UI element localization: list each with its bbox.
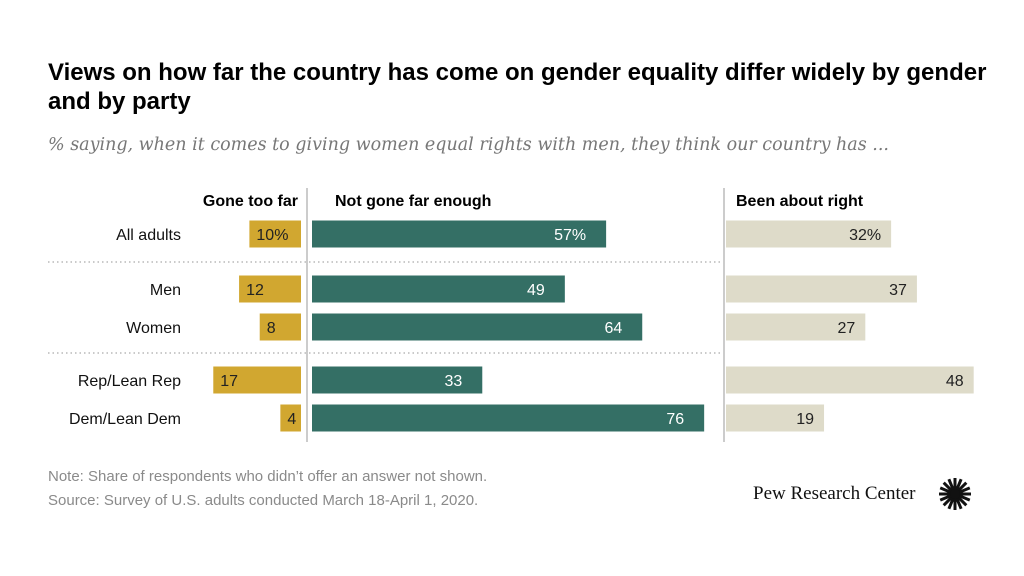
pew-logo-icon [939,478,971,510]
bar-2-1 [726,275,917,303]
bar-2-4 [726,404,825,432]
data-label: 57% [554,227,586,244]
data-label: 8 [267,320,276,337]
data-label: 64 [604,320,622,337]
bar-0-3 [213,366,301,394]
bar-1-1 [312,275,565,303]
data-label: 12 [246,282,264,299]
category-label: Rep/Lean Rep [78,373,181,390]
data-label: 10% [256,227,288,244]
data-label: 17 [220,373,238,390]
series-header-1: Not gone far enough [335,193,491,210]
bar-0-2 [259,313,301,341]
category-label: All adults [116,227,181,244]
data-label: 33 [444,373,462,390]
series-header-2: Been about right [736,193,864,210]
bar-0-4 [280,404,301,432]
bar-1-0 [312,220,607,248]
bar-2-3 [726,366,974,394]
bar-2-2 [726,313,866,341]
data-label: 4 [287,411,296,428]
category-label: Dem/Lean Dem [69,411,181,428]
bar-1-3 [312,366,483,394]
source-text: Source: Survey of U.S. adults conducted … [48,492,479,509]
data-label: 49 [527,282,545,299]
chart-subtitle: % saying, when it comes to giving women … [48,135,889,155]
note-text: Note: Share of respondents who didn’t of… [48,468,488,485]
data-label: 27 [838,320,856,337]
bar-0-1 [239,275,301,303]
category-label: Women [126,320,181,337]
data-label: 37 [889,282,907,299]
category-label: Men [150,282,181,299]
data-label: 76 [666,411,684,428]
data-label: 19 [796,411,814,428]
bar-1-2 [312,313,643,341]
data-label: 48 [946,373,964,390]
bar-0-0 [249,220,301,248]
series-header-0: Gone too far [203,193,298,210]
bar-1-4 [312,404,705,432]
chart-title: Views on how far the country has come on… [48,59,987,115]
data-label: 32% [849,227,881,244]
bar-2-0 [726,220,892,248]
brand-name: Pew Research Center [753,483,916,504]
